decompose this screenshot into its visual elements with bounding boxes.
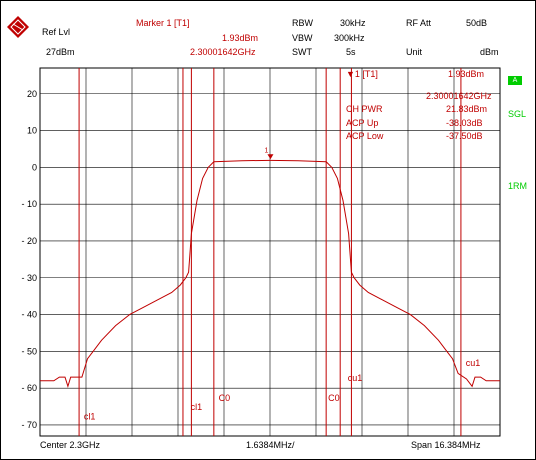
rohde-schwarz-logo-icon xyxy=(7,16,29,38)
acp-low-value: -37.50dB xyxy=(446,131,483,141)
ch-pwr-value: 21.83dBm xyxy=(446,104,488,114)
acp-low-label: ACP Low xyxy=(346,131,384,141)
swt-label: SWT xyxy=(292,47,312,57)
marker-title: Marker 1 [T1] xyxy=(136,18,190,28)
unit-label: Unit xyxy=(406,47,423,57)
y-tick-label: - 20 xyxy=(21,236,37,246)
ch-pwr-label: CH PWR xyxy=(346,104,383,114)
marker-table-frequency: 2.30001642GHz xyxy=(426,91,492,101)
vbw-value: 300kHz xyxy=(334,33,365,43)
channel-label-cl1: cl1 xyxy=(191,402,203,412)
marker-1: 1 xyxy=(264,147,274,160)
y-tick-label: - 10 xyxy=(21,199,37,209)
trace-a-badge: A xyxy=(508,76,522,85)
y-tick-label: - 60 xyxy=(21,383,37,393)
swt-value: 5s xyxy=(346,47,356,57)
acp-up-value: -38.03dB xyxy=(446,118,483,128)
rbw-value: 30kHz xyxy=(340,18,366,28)
channel-labels: cl1 cl1 C0 C0 cu1 cu1 xyxy=(84,358,480,421)
y-tick-label: - 50 xyxy=(21,346,37,356)
marker-number: 1 xyxy=(264,147,268,154)
y-tick-labels: 20 10 0 - 10 - 20 - 30 - 40 - 50 - 60 - 70 xyxy=(21,89,37,430)
channel-label-cl1: cl1 xyxy=(84,411,96,421)
channel-label-c0: C0 xyxy=(328,393,340,403)
channel-lines xyxy=(78,68,462,436)
spectrum-trace xyxy=(40,159,500,388)
channel-label-cu1: cu1 xyxy=(466,358,481,368)
sgl-indicator: SGL xyxy=(508,109,527,119)
y-tick-label: - 30 xyxy=(21,273,37,283)
marker-table-level: 1.93dBm xyxy=(448,69,485,79)
y-tick-label: - 40 xyxy=(21,310,37,320)
y-tick-label: 10 xyxy=(27,126,37,136)
y-tick-label: - 70 xyxy=(21,420,37,430)
rm-indicator: 1RM xyxy=(508,181,528,191)
y-tick-label: 0 xyxy=(32,162,37,172)
grid xyxy=(40,68,500,436)
y-tick-label: 20 xyxy=(27,89,37,99)
acp-up-label: ACP Up xyxy=(346,118,379,128)
channel-label-cu1: cu1 xyxy=(348,373,363,383)
vbw-label: VBW xyxy=(292,33,313,43)
channel-label-c0: C0 xyxy=(219,393,231,403)
rf-att-label: RF Att xyxy=(406,18,432,28)
marker-table-title: ▼1 [T1] xyxy=(346,69,378,79)
rf-att-value: 50dB xyxy=(466,18,488,28)
ref-level-value: 27dBm xyxy=(46,47,75,57)
marker-level: 1.93dBm xyxy=(222,33,259,43)
rbw-label: RBW xyxy=(292,18,313,28)
marker-triangle-icon xyxy=(267,154,274,160)
span-per-division: 1.6384MHz/ xyxy=(246,440,295,450)
unit-value: dBm xyxy=(480,47,499,57)
ref-level-label: Ref Lvl xyxy=(42,27,71,37)
span-frequency: Span 16.384MHz xyxy=(411,440,481,450)
marker-frequency: 2.30001642GHz xyxy=(190,47,256,57)
center-frequency: Center 2.3GHz xyxy=(40,440,101,450)
